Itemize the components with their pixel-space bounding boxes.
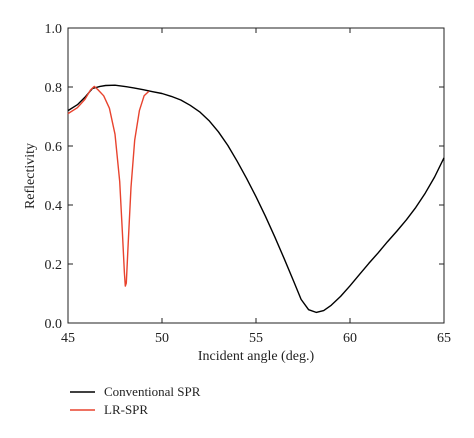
x-tick-label: 60: [343, 331, 357, 346]
y-tick-label: 0.0: [45, 317, 63, 332]
legend-label-conventional-spr: Conventional SPR: [104, 384, 201, 399]
legend: Conventional SPR LR-SPR: [70, 384, 201, 417]
y-tick-label: 0.4: [45, 199, 63, 214]
x-tick-label: 55: [249, 331, 263, 346]
series-line-conventional-spr: [67, 84, 445, 314]
y-axis-ticks: 0.0 0.2 0.4 0.6 0.8 1.0: [45, 22, 444, 332]
y-tick-label: 0.8: [45, 81, 63, 96]
legend-label-lr-spr: LR-SPR: [104, 402, 148, 417]
y-tick-label: 1.0: [45, 22, 63, 37]
y-axis-title: Reflectivity: [23, 143, 38, 209]
x-axis-title: Incident angle (deg.): [198, 349, 315, 364]
series-lines: [67, 84, 445, 314]
y-tick-label: 0.2: [45, 258, 63, 273]
x-tick-label: 50: [155, 331, 169, 346]
x-tick-label: 65: [437, 331, 451, 346]
x-tick-label: 45: [61, 331, 75, 346]
series-line-lr-spr: [67, 85, 150, 287]
y-tick-label: 0.6: [45, 140, 63, 155]
x-axis-ticks: 45 50 55 60 65: [61, 28, 451, 346]
